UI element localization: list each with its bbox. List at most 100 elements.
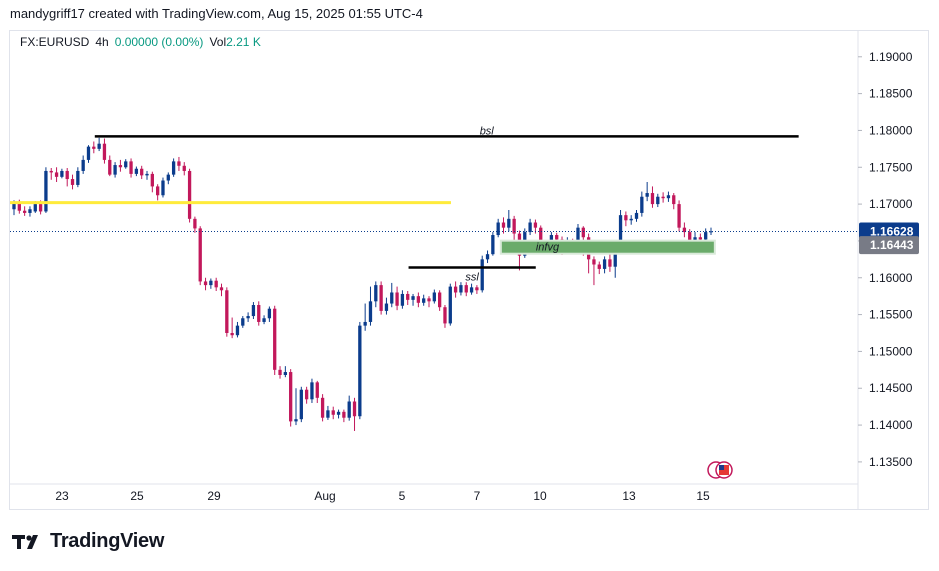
time-tick-label: 5 [399,489,406,503]
candle-body [49,170,53,173]
candle-body [187,170,192,219]
candle-body [650,193,655,205]
price-tick-label: 1.18000 [869,123,913,137]
candle-body [395,292,399,306]
candle-body [193,218,197,229]
candle-body [677,204,681,228]
price-tick-label: 1.17000 [869,197,913,211]
candle-body [406,293,410,300]
annotation-label-infvg: infvg [536,242,560,254]
candle-body [682,227,687,233]
candle-body [22,210,27,213]
candle-body [704,232,708,240]
candle-body [145,173,149,176]
candle-body [203,281,208,286]
candle-body [539,227,543,245]
time-tick-label: 13 [622,489,636,503]
candle-body [315,382,319,398]
candle-body [12,202,16,210]
candle-body [108,159,112,175]
time-tick-label: 25 [130,489,144,503]
price-tick-label: 1.16000 [869,271,913,285]
candle-body [113,165,117,175]
candle-body [198,228,202,282]
candle-body [443,307,447,324]
candle-body [555,235,559,240]
candle-body [182,165,186,171]
candle-body [289,372,293,422]
candle-body [54,172,59,177]
candle-body [44,170,48,212]
candle-body [326,410,330,418]
ref-price-tag [859,236,919,255]
candle-body [331,410,335,415]
brand-name: TradingView [50,530,165,552]
candle-body [624,215,628,221]
price-tick-label: 1.14000 [869,418,913,432]
candle-body [294,419,298,422]
candle-body [273,308,277,370]
candle-body [33,204,37,212]
symbol-legend: FX:EURUSD 4h 0.00000 (0.00%) Vol 2.21 K [20,35,261,49]
candle-body [512,218,516,234]
candle-body [634,212,639,219]
candle-body [528,222,532,233]
price-tick-label: 1.18500 [869,87,913,101]
ref-price-label: 1.16443 [870,238,914,252]
flag-canton-icon [719,465,724,470]
candle-body [171,161,176,175]
candle-body [411,296,415,300]
candle-body [368,301,373,322]
candle-body [241,318,245,326]
candle-body [209,280,213,286]
candle-body [475,287,479,291]
volume-label: Vol [209,35,227,49]
candle-body [251,305,256,317]
candle-body [28,209,32,213]
candle-body [464,285,468,293]
candle-body [129,161,133,174]
candle-body [597,264,601,269]
candle-body [358,325,362,417]
candle-body [320,397,325,418]
annotation-label-bsl: bsl [480,125,495,137]
candle-body [17,202,21,211]
candle-body [507,218,511,228]
time-tick-label: 15 [696,489,710,503]
candle-body [304,389,309,400]
candle-body [102,143,107,160]
candle-body [86,146,91,160]
candle-body [666,195,671,199]
candle-body [246,316,250,319]
candle-body [618,215,623,249]
candle-body [645,193,649,197]
candle-body [390,292,394,304]
candle-body [219,287,224,291]
candle-body [134,168,139,174]
candle-body [363,321,367,326]
candle-body [501,222,506,228]
candle-body [347,401,351,418]
candle-body [608,259,612,267]
candle-body [214,280,218,288]
price-tick-label: 1.14500 [869,381,913,395]
chart-frame[interactable] [9,30,929,510]
candle-body [257,305,261,322]
candle-body [81,159,85,171]
symbol-name[interactable]: FX:EURUSD [20,35,90,49]
time-tick-label: 29 [207,489,221,503]
candle-body [60,170,64,177]
candle-body [124,161,128,168]
candle-body [485,254,490,260]
candle-body [576,227,580,245]
candle-body [672,195,676,205]
candle-body [581,227,585,238]
time-tick-label: 10 [533,489,547,503]
interval-label[interactable]: 4h [95,35,109,49]
candle-body [352,401,357,417]
candle-body [709,231,713,233]
candle-body [427,298,431,302]
candle-body [469,287,474,293]
candle-body [235,325,240,336]
